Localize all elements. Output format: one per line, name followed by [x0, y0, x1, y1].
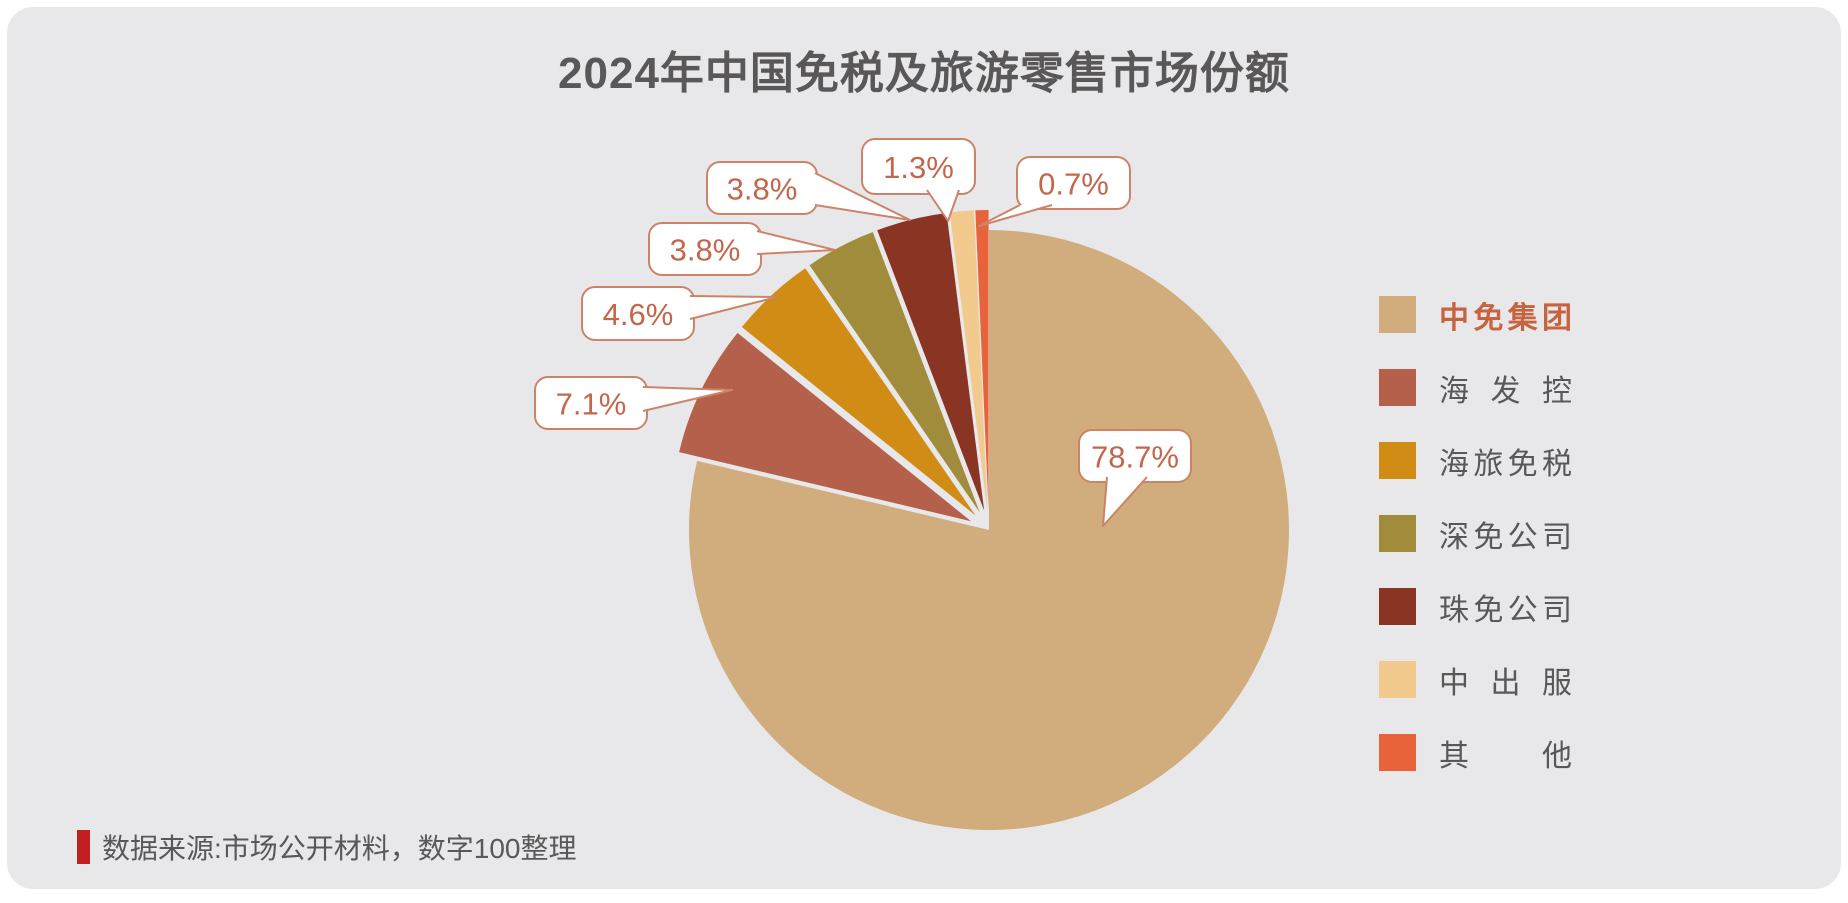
legend-label: 海发控: [1439, 366, 1572, 410]
data-label-value: 3.8%: [727, 172, 798, 207]
data-label-bubble-其他: 0.7%: [979, 157, 1130, 226]
legend-label: 珠免公司: [1439, 585, 1572, 629]
legend-swatch: [1379, 588, 1416, 625]
source-note-bar: [77, 830, 90, 864]
source-note-text: 数据来源:市场公开材料，数字100整理: [102, 827, 577, 867]
legend-item-海旅免税[interactable]: 海旅免税: [1379, 442, 1572, 479]
data-label-bubble-深免公司: 3.8%: [649, 223, 835, 275]
data-label-value: 0.7%: [1038, 167, 1109, 202]
legend-label: 深免公司: [1439, 512, 1572, 556]
legend-item-中免集团[interactable]: 中免集团: [1379, 296, 1572, 333]
legend-swatch: [1379, 661, 1416, 698]
legend-label: 海旅免税: [1439, 439, 1572, 483]
legend-swatch: [1379, 442, 1416, 479]
legend: 中免集团海发控海旅免税深免公司珠免公司中出服其他: [1379, 296, 1572, 771]
legend-item-珠免公司[interactable]: 珠免公司: [1379, 588, 1572, 625]
legend-swatch: [1379, 515, 1416, 552]
chart-panel: 2024年中国免税及旅游零售市场份额 78.7%7.1%4.6%3.8%3.8%…: [7, 7, 1841, 889]
data-label-value: 4.6%: [603, 297, 674, 332]
data-label-value: 7.1%: [556, 387, 627, 422]
legend-label: 中出服: [1439, 658, 1572, 702]
legend-swatch: [1379, 734, 1416, 771]
data-label-value: 78.7%: [1091, 440, 1179, 475]
legend-swatch: [1379, 369, 1416, 406]
legend-item-海发控[interactable]: 海发控: [1379, 369, 1572, 406]
legend-item-深免公司[interactable]: 深免公司: [1379, 515, 1572, 552]
data-label-value: 3.8%: [670, 233, 741, 268]
legend-label: 其他: [1439, 731, 1572, 775]
legend-item-中出服[interactable]: 中出服: [1379, 661, 1572, 698]
data-label-bubble-海旅免税: 4.6%: [582, 287, 777, 340]
legend-swatch: [1379, 296, 1416, 333]
legend-label: 中免集团: [1439, 293, 1572, 337]
data-label-value: 1.3%: [883, 150, 954, 185]
legend-item-其他[interactable]: 其他: [1379, 734, 1572, 771]
source-note: 数据来源:市场公开材料，数字100整理: [77, 827, 577, 867]
